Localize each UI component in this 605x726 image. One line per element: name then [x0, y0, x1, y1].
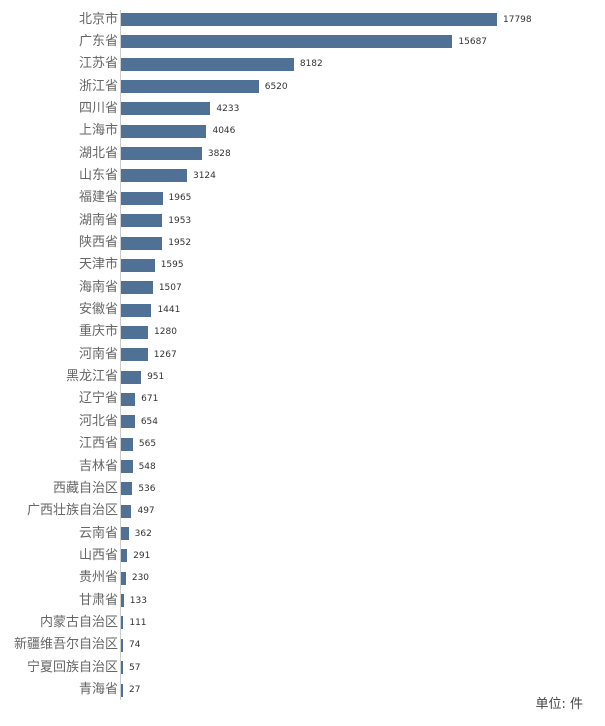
- bar: [121, 392, 136, 406]
- data-label: 17798: [503, 14, 532, 25]
- bar: [121, 147, 202, 161]
- category-axis-line: [120, 9, 121, 700]
- bar: [121, 191, 163, 205]
- category-label: 福建省: [78, 190, 118, 206]
- bar: [121, 124, 207, 138]
- bar: [121, 303, 152, 317]
- bar: [121, 549, 128, 563]
- bar: [121, 13, 497, 26]
- bar: [121, 236, 163, 250]
- data-label: 4046: [212, 126, 236, 137]
- category-label: 重庆市: [78, 324, 118, 340]
- category-label: 上海市: [78, 123, 118, 139]
- category-label: 河北省: [78, 413, 118, 429]
- category-label: 青海省: [78, 682, 118, 697]
- bar: [121, 482, 133, 496]
- category-label: 甘肃省: [78, 592, 118, 608]
- bar: [121, 661, 123, 675]
- data-label: 362: [134, 528, 152, 539]
- bar: [121, 370, 142, 384]
- data-label: 671: [141, 394, 159, 405]
- bar: [121, 325, 149, 339]
- data-label: 654: [140, 416, 158, 427]
- data-label: 111: [129, 617, 147, 628]
- data-label: 3124: [192, 170, 216, 181]
- category-label: 天津市: [78, 257, 118, 273]
- category-label: 山东省: [78, 167, 118, 183]
- data-label: 497: [137, 506, 155, 517]
- data-label: 6520: [264, 81, 288, 92]
- data-label: 291: [133, 550, 151, 561]
- data-label: 1595: [160, 260, 184, 271]
- category-label: 内蒙古自治区: [39, 614, 118, 630]
- data-label: 1441: [157, 305, 181, 316]
- category-label: 新疆维吾尔自治区: [13, 637, 118, 653]
- bar: [121, 616, 124, 630]
- bar: [121, 415, 135, 429]
- bar: [121, 169, 187, 183]
- category-label: 浙江省: [78, 78, 118, 94]
- category-label: 陕西省: [78, 235, 118, 250]
- bar: [121, 683, 123, 697]
- bar: [121, 214, 163, 228]
- category-label: 安徽省: [78, 302, 118, 318]
- bar: [121, 80, 259, 94]
- data-label: 1965: [168, 193, 192, 204]
- category-label: 吉林省: [78, 458, 118, 474]
- category-label: 江西省: [78, 436, 118, 452]
- category-label: 北京市: [78, 11, 118, 27]
- bar: [121, 504, 132, 518]
- category-label: 河南省: [78, 346, 118, 362]
- category-label: 西藏自治区: [52, 480, 118, 496]
- category-label: 广东省: [78, 33, 118, 49]
- data-label: 230: [131, 573, 150, 584]
- category-label: 海南省: [78, 279, 118, 295]
- category-label: 广西壮族自治区: [26, 503, 118, 519]
- data-label: 133: [129, 595, 147, 606]
- data-label: 951: [147, 372, 165, 383]
- category-labels: 北京市广东省江苏省浙江省四川省上海市湖北省山东省福建省湖南省陕西省天津市海南省安…: [0, 0, 118, 726]
- category-label: 四川省: [78, 100, 118, 116]
- data-label: 1280: [154, 327, 177, 338]
- bar: [121, 57, 294, 71]
- category-label: 云南省: [78, 525, 118, 541]
- category-label: 宁夏回族自治区: [26, 659, 118, 675]
- category-label: 黑龙江省: [65, 369, 118, 385]
- bar: [121, 571, 126, 585]
- bar: [121, 35, 453, 49]
- bar: [121, 437, 133, 451]
- category-label: 贵州省: [78, 570, 118, 586]
- bar: [121, 460, 133, 473]
- category-label: 湖南省: [78, 212, 118, 228]
- data-label: 4233: [216, 103, 240, 114]
- data-label: 1952: [168, 238, 192, 248]
- data-label: 15687: [458, 36, 488, 47]
- data-label: 74: [129, 640, 141, 651]
- data-label: 548: [138, 461, 156, 472]
- data-label: 565: [138, 439, 157, 450]
- data-label: 57: [129, 662, 141, 673]
- bar: [121, 258, 155, 272]
- bar: [121, 594, 124, 608]
- bar: [121, 638, 123, 652]
- data-label: 1267: [153, 349, 177, 360]
- bar: [121, 348, 148, 362]
- data-label: 27: [129, 685, 141, 695]
- bar: [121, 527, 129, 541]
- category-label: 山西省: [78, 547, 118, 563]
- data-label: 536: [138, 483, 156, 494]
- bar: [121, 281, 153, 295]
- category-label: 江苏省: [78, 56, 118, 72]
- unit-label: 单位: 件: [535, 697, 583, 712]
- category-label: 辽宁省: [78, 391, 118, 407]
- data-label: 1953: [168, 215, 192, 226]
- category-label: 湖北省: [78, 145, 118, 161]
- data-label: 8182: [299, 59, 323, 70]
- data-label: 1507: [158, 282, 182, 293]
- bar: [121, 102, 211, 116]
- data-label: 3828: [207, 148, 231, 159]
